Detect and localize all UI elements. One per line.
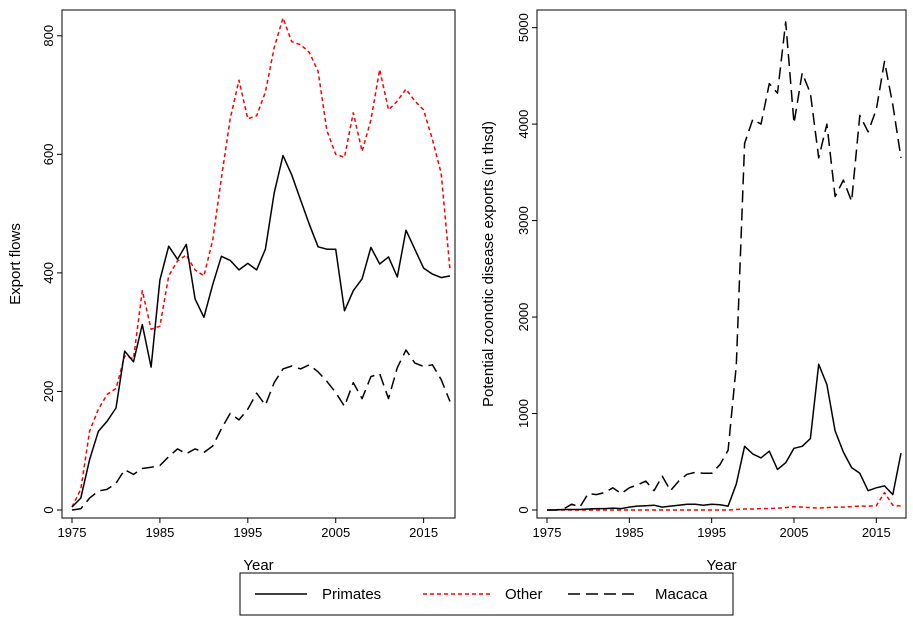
- y-tick-label: 400: [41, 262, 56, 284]
- series-line-macaca: [547, 21, 902, 511]
- x-tick-label: 1975: [533, 525, 562, 540]
- right-panel-zoonotic-exports: 1975 1985 1995 2005 2015 0 1000 2000 3000 4000 500…: [480, 9, 907, 574]
- legend-label-macaca: Macaca: [655, 586, 708, 603]
- series-line-other: [71, 17, 451, 508]
- x-tick-label: 2005: [321, 525, 350, 540]
- series-line-primates: [71, 154, 451, 508]
- x-tick-label: 1995: [697, 525, 726, 540]
- series-line-macaca: [71, 349, 451, 511]
- legend-label-primates: Primates: [322, 586, 381, 603]
- legend-item-macaca: Macaca: [568, 586, 708, 603]
- left-panel-export-flows: 1975 1985 1995 2005 2015 0 200 400 600 800 Year Exp…: [7, 9, 456, 574]
- x-tick-label: 2015: [862, 525, 891, 540]
- y-tick-label: 800: [41, 25, 56, 47]
- y-tick-label: 4000: [516, 110, 531, 139]
- x-tick-label: 1975: [58, 525, 87, 540]
- y-tick-label: 1000: [516, 399, 531, 428]
- plot-frame: [61, 9, 456, 519]
- legend-item-primates: Primates: [255, 586, 381, 603]
- y-tick-label: 600: [41, 143, 56, 165]
- y-tick-label: 0: [41, 506, 56, 513]
- y-tick-label: 5000: [516, 13, 531, 42]
- x-axis-title: Year: [706, 557, 736, 574]
- legend-item-other: Other: [423, 586, 543, 603]
- x-tick-label: 1995: [233, 525, 262, 540]
- y-tick-label: 0: [516, 506, 531, 513]
- y-tick-label: 200: [41, 381, 56, 403]
- series-line-primates: [547, 363, 902, 511]
- legend-label-other: Other: [505, 586, 543, 603]
- x-axis-title: Year: [243, 557, 273, 574]
- x-tick-label: 1985: [145, 525, 174, 540]
- x-tick-label: 1985: [615, 525, 644, 540]
- legend: Primates Other Macaca: [239, 572, 734, 616]
- y-tick-label: 3000: [516, 206, 531, 235]
- x-tick-label: 2015: [409, 525, 438, 540]
- series-line-other: [547, 491, 902, 511]
- y-axis-title: Potential zoonotic disease exports (in t…: [480, 121, 497, 407]
- y-tick-label: 2000: [516, 303, 531, 332]
- plot-frame: [536, 9, 907, 519]
- y-axis-title: Export flows: [7, 223, 24, 305]
- x-tick-label: 2005: [780, 525, 809, 540]
